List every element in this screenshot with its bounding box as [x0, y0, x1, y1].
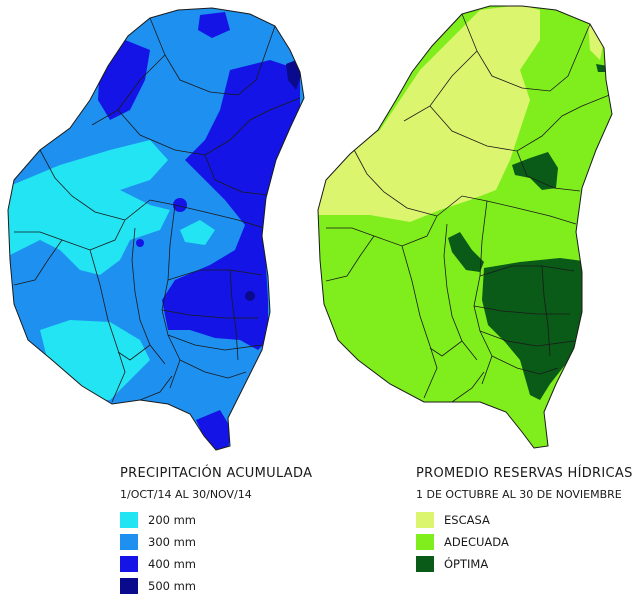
precip-province-outline — [7, 7, 305, 451]
precipitation-legend-label: 300 mm — [148, 535, 197, 549]
precipitation-legend-item: 300 mm — [120, 531, 312, 553]
reserves-zone-escasa — [318, 6, 540, 222]
reserves-legend-swatch — [416, 556, 434, 572]
precip-zone-400mm — [136, 239, 144, 247]
reserves-legend: PROMEDIO RESERVAS HÍDRICAS 1 DE OCTUBRE … — [416, 466, 632, 575]
precipitation-map — [7, 7, 305, 451]
reserves-department-borders — [325, 13, 612, 403]
reserves-zone-escasa — [588, 24, 604, 60]
reserves-legend-item: ESCASA — [416, 509, 632, 531]
precip-zone-200mm — [180, 220, 215, 245]
reserves-legend-item: ÓPTIMA — [416, 553, 632, 575]
reserves-legend-label: ESCASA — [444, 513, 490, 527]
precipitation-legend-period: 1/OCT/14 AL 30/NOV/14 — [120, 488, 252, 501]
precipitation-legend-item: 400 mm — [120, 553, 312, 575]
precipitation-legend: PRECIPITACIÓN ACUMULADA 1/OCT/14 AL 30/N… — [120, 466, 312, 597]
maps-panel — [7, 5, 613, 451]
precip-zone-200mm — [8, 140, 170, 275]
precipitation-legend-swatch — [120, 556, 138, 572]
precipitation-legend-title: PRECIPITACIÓN ACUMULADA — [120, 466, 313, 481]
reserves-legend-title: PROMEDIO RESERVAS HÍDRICAS — [416, 466, 632, 481]
reserves-legend-period: 1 DE OCTUBRE AL 30 DE NOVIEMBRE — [416, 488, 622, 501]
reserves-province-outline — [317, 5, 613, 449]
precipitation-legend-swatch — [120, 534, 138, 550]
precip-department-borders — [13, 17, 301, 403]
precipitation-legend-label: 200 mm — [148, 513, 197, 527]
precipitation-legend-item: 200 mm — [120, 509, 312, 531]
precipitation-legend-label: 400 mm — [148, 557, 197, 571]
reserves-legend-swatch — [416, 534, 434, 550]
precip-zone-400mm — [173, 198, 187, 212]
precipitation-legend-swatch — [120, 512, 138, 528]
precipitation-legend-item: 500 mm — [120, 575, 312, 597]
reserves-zone-optima — [482, 258, 590, 400]
water-reserves-map — [317, 5, 613, 449]
precip-zone-400mm — [198, 12, 230, 38]
reserves-legend-swatch — [416, 512, 434, 528]
precipitation-legend-swatch — [120, 578, 138, 594]
reserves-legend-item: ADECUADA — [416, 531, 632, 553]
reserves-legend-label: ÓPTIMA — [444, 557, 489, 571]
reserves-zone-optima — [596, 64, 608, 72]
reserves-zone-optima — [448, 232, 484, 272]
precip-zone-500mm — [245, 291, 255, 301]
reserves-zone-optima — [512, 152, 558, 190]
precip-zone-400mm — [196, 410, 232, 450]
reserves-legend-label: ADECUADA — [444, 535, 509, 549]
precip-zone-400mm — [162, 60, 300, 350]
precipitation-legend-label: 500 mm — [148, 579, 197, 593]
